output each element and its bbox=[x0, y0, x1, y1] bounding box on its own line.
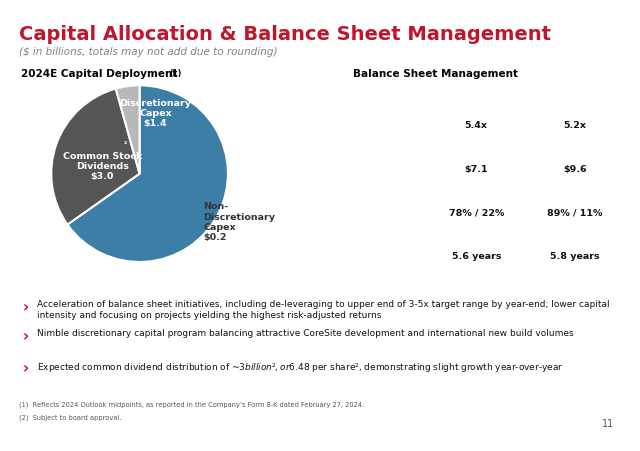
Text: Net Leverage
(LQA): Net Leverage (LQA) bbox=[316, 116, 383, 135]
Text: Acceleration of balance sheet initiatives, including de-leveraging to upper end : Acceleration of balance sheet initiative… bbox=[37, 300, 610, 320]
Wedge shape bbox=[51, 88, 140, 225]
Text: Balance Sheet Management: Balance Sheet Management bbox=[353, 69, 518, 78]
Text: Capital Allocation & Balance Sheet Management: Capital Allocation & Balance Sheet Manag… bbox=[19, 25, 551, 44]
Text: Expected common dividend distribution of ~$3 billion², or $6.48 per share², demo: Expected common dividend distribution of… bbox=[37, 361, 564, 374]
Text: Common Stock
Dividends
$3.0: Common Stock Dividends $3.0 bbox=[63, 152, 142, 181]
Text: Non-
Discretionary
Capex
$0.2: Non- Discretionary Capex $0.2 bbox=[203, 202, 275, 242]
Text: 89% / 11%: 89% / 11% bbox=[547, 209, 602, 218]
Text: 5.2x: 5.2x bbox=[563, 121, 586, 130]
Wedge shape bbox=[67, 85, 228, 262]
Text: Fixed / Floating
Rate Debt (%): Fixed / Floating Rate Debt (%) bbox=[316, 203, 394, 223]
Text: Nimble discretionary capital program balancing attractive CoreSite development a: Nimble discretionary capital program bal… bbox=[37, 329, 574, 338]
Text: 5.8 years: 5.8 years bbox=[550, 253, 600, 261]
Text: 11: 11 bbox=[602, 419, 614, 429]
Text: Weighted Average
Remaining Term: Weighted Average Remaining Term bbox=[316, 247, 409, 267]
Text: ›: › bbox=[22, 329, 28, 344]
Text: ($ in billions, totals may not add due to rounding): ($ in billions, totals may not add due t… bbox=[19, 47, 278, 57]
Text: 5.4x: 5.4x bbox=[465, 121, 488, 130]
Text: $7.1: $7.1 bbox=[465, 165, 488, 174]
Text: ›: › bbox=[22, 361, 28, 376]
Text: $9.6: $9.6 bbox=[563, 165, 587, 174]
Text: 12/31/2023: 12/31/2023 bbox=[544, 79, 605, 90]
Text: ›: › bbox=[22, 300, 28, 315]
Wedge shape bbox=[116, 85, 140, 174]
Text: Liquidity ($B): Liquidity ($B) bbox=[316, 165, 385, 174]
Text: ²: ² bbox=[124, 140, 127, 149]
Text: (2)  Subject to board approval.: (2) Subject to board approval. bbox=[19, 415, 122, 421]
Text: 78% / 22%: 78% / 22% bbox=[449, 209, 504, 218]
Text: (1): (1) bbox=[170, 69, 182, 78]
Text: 12/31/2022: 12/31/2022 bbox=[445, 79, 507, 90]
Text: (1)  Reflects 2024 Outlook midpoints, as reported in the Company’s Form 8-K date: (1) Reflects 2024 Outlook midpoints, as … bbox=[19, 401, 364, 408]
Text: Discretionary
Capex
$1.4: Discretionary Capex $1.4 bbox=[120, 99, 191, 129]
Text: 2024E Capital Deployment: 2024E Capital Deployment bbox=[21, 69, 177, 78]
Text: 5.6 years: 5.6 years bbox=[451, 253, 501, 261]
